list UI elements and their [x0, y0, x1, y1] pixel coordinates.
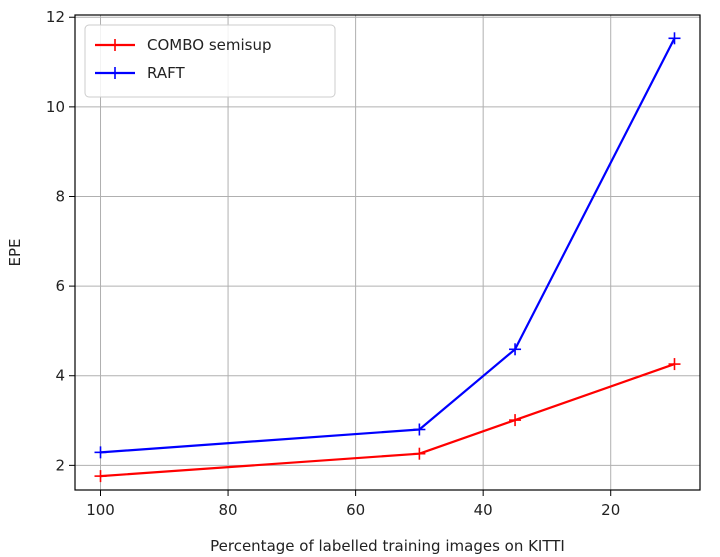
series-line-0 — [100, 363, 675, 478]
y-axis-label: EPE — [6, 238, 24, 266]
y-tick-label: 10 — [46, 98, 65, 116]
legend: COMBO semisup RAFT — [84, 24, 336, 98]
y-tick-label: 8 — [55, 187, 65, 205]
y-tick-label: 4 — [55, 367, 65, 385]
legend-entry: COMBO semisup — [95, 36, 272, 54]
y-tick-label: 12 — [46, 8, 65, 26]
x-tick-label: 100 — [86, 501, 115, 519]
data-point — [413, 447, 426, 460]
plot-frame — [74, 14, 701, 491]
data-point — [668, 358, 681, 371]
y-tick-label: 6 — [55, 277, 65, 295]
x-axis-label: Percentage of labelled training images o… — [210, 537, 565, 555]
x-axis-ticks: 100 80 60 40 20 — [86, 490, 620, 519]
series-lines — [94, 32, 681, 483]
legend-entry: RAFT — [95, 64, 185, 82]
y-axis-ticks: 2 4 6 8 10 12 — [46, 8, 75, 474]
data-point — [94, 470, 107, 483]
legend-box — [84, 24, 336, 98]
y-tick-label: 2 — [55, 456, 65, 474]
x-tick-label: 40 — [474, 501, 493, 519]
legend-label: COMBO semisup — [147, 36, 272, 54]
legend-label: RAFT — [147, 64, 185, 82]
data-point — [413, 423, 426, 436]
x-tick-label: 80 — [219, 501, 238, 519]
data-point — [509, 343, 522, 356]
x-tick-label: 60 — [346, 501, 365, 519]
data-point — [509, 414, 522, 427]
data-point — [94, 446, 107, 459]
data-point — [668, 32, 681, 45]
series-line-1 — [100, 37, 676, 454]
x-tick-label: 20 — [601, 501, 620, 519]
